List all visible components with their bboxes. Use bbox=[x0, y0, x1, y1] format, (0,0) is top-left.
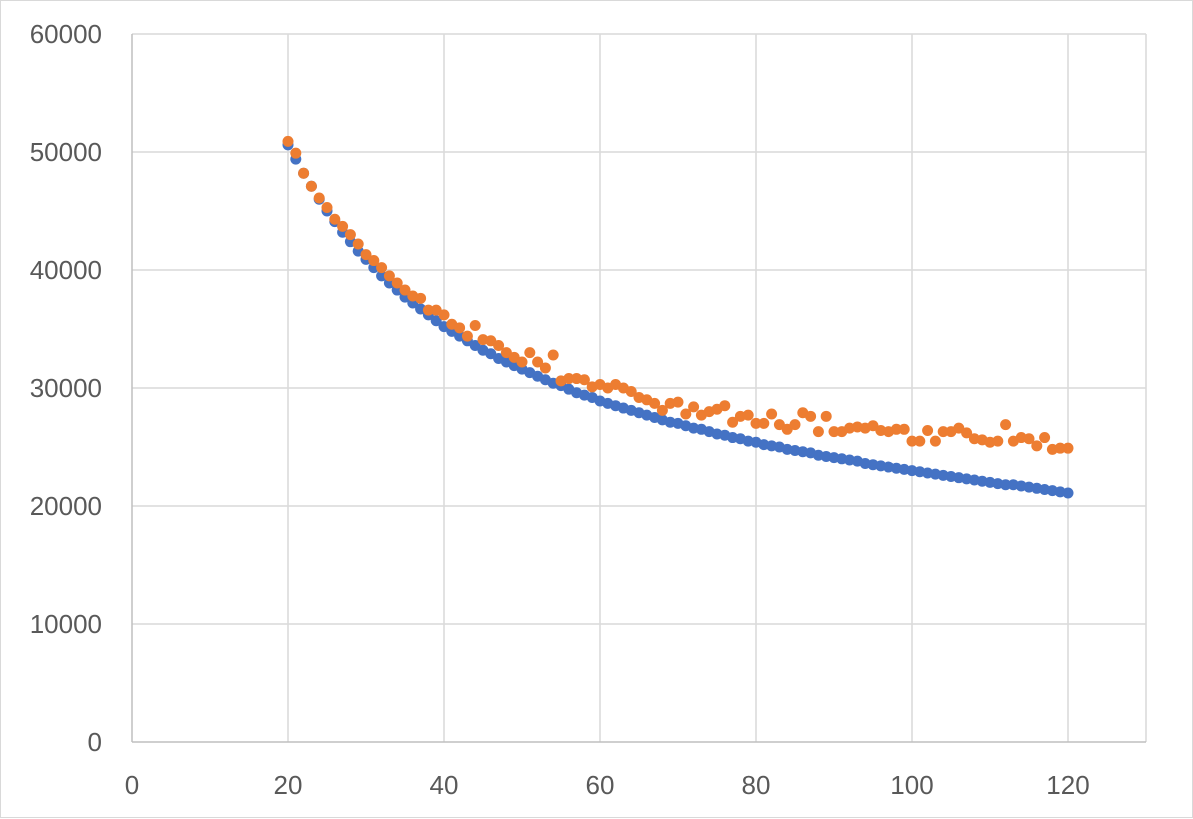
data-point bbox=[454, 322, 466, 334]
data-point bbox=[516, 356, 528, 368]
data-point bbox=[290, 147, 302, 159]
data-point bbox=[539, 362, 551, 374]
data-point bbox=[376, 270, 388, 282]
data-point bbox=[368, 255, 380, 267]
data-point bbox=[937, 426, 949, 438]
data-point bbox=[914, 435, 926, 447]
data-point bbox=[1062, 442, 1074, 454]
data-point bbox=[461, 330, 473, 342]
data-point bbox=[298, 167, 310, 179]
series-2 bbox=[282, 135, 1074, 455]
data-point bbox=[649, 397, 661, 409]
data-point bbox=[344, 229, 356, 241]
data-point bbox=[812, 426, 824, 438]
y-tick-label: 10000 bbox=[30, 609, 102, 639]
data-point bbox=[656, 404, 668, 416]
data-point bbox=[305, 180, 317, 192]
axes bbox=[131, 34, 1146, 743]
data-point bbox=[563, 373, 575, 385]
y-tick-label: 0 bbox=[88, 727, 102, 757]
x-tick-label: 60 bbox=[586, 770, 615, 800]
y-tick-label: 60000 bbox=[30, 19, 102, 49]
x-tick-label: 40 bbox=[430, 770, 459, 800]
data-point bbox=[1031, 440, 1043, 452]
data-point bbox=[922, 424, 934, 436]
data-point bbox=[282, 135, 294, 147]
data-point bbox=[961, 427, 973, 439]
data-point bbox=[1039, 432, 1051, 444]
x-tick-label: 80 bbox=[742, 770, 771, 800]
data-point bbox=[329, 213, 341, 225]
data-point bbox=[820, 410, 832, 422]
data-point bbox=[719, 400, 731, 412]
data-point bbox=[906, 435, 918, 447]
data-point bbox=[352, 238, 364, 250]
data-point bbox=[625, 386, 637, 398]
grid-lines bbox=[132, 33, 1147, 742]
data-point bbox=[1000, 419, 1012, 431]
y-tick-label: 50000 bbox=[30, 137, 102, 167]
data-point bbox=[898, 423, 910, 435]
data-point bbox=[789, 419, 801, 431]
data-point bbox=[1023, 433, 1035, 445]
data-point bbox=[758, 417, 770, 429]
data-point bbox=[578, 374, 590, 386]
x-tick-label: 100 bbox=[890, 770, 933, 800]
data-point bbox=[992, 435, 1004, 447]
data-point bbox=[469, 319, 481, 331]
data-point bbox=[383, 270, 395, 282]
data-point bbox=[438, 309, 450, 321]
data-point bbox=[337, 220, 349, 232]
data-point bbox=[399, 284, 411, 296]
data-point bbox=[1000, 479, 1012, 491]
data-point bbox=[422, 304, 434, 316]
series-1 bbox=[282, 139, 1074, 499]
x-tick-label: 20 bbox=[274, 770, 303, 800]
data-point bbox=[391, 277, 403, 289]
data-point bbox=[547, 349, 559, 361]
data-point bbox=[313, 192, 325, 204]
data-series bbox=[282, 135, 1074, 499]
data-point bbox=[524, 347, 536, 359]
data-point bbox=[415, 292, 427, 304]
data-point bbox=[688, 401, 700, 413]
x-tick-label: 0 bbox=[125, 770, 139, 800]
data-point bbox=[680, 408, 692, 420]
y-axis-tick-labels: 0 10000 20000 30000 40000 50000 60000 bbox=[30, 19, 102, 757]
data-point bbox=[727, 416, 739, 428]
data-point bbox=[750, 417, 762, 429]
x-axis-tick-labels: 0 20 40 60 80 100 120 bbox=[125, 770, 1090, 800]
y-tick-label: 40000 bbox=[30, 255, 102, 285]
y-tick-label: 30000 bbox=[30, 373, 102, 403]
data-point bbox=[1054, 442, 1066, 454]
data-point bbox=[890, 423, 902, 435]
data-point bbox=[766, 408, 778, 420]
y-tick-label: 20000 bbox=[30, 491, 102, 521]
data-point bbox=[1062, 487, 1074, 499]
data-point bbox=[321, 201, 333, 213]
data-point bbox=[929, 435, 941, 447]
data-point bbox=[376, 262, 388, 274]
data-point bbox=[805, 410, 817, 422]
data-point bbox=[532, 356, 544, 368]
data-point bbox=[828, 426, 840, 438]
data-point bbox=[360, 249, 372, 261]
data-point bbox=[493, 340, 505, 352]
x-tick-label: 120 bbox=[1046, 770, 1089, 800]
data-point bbox=[430, 315, 442, 327]
data-point bbox=[672, 396, 684, 408]
data-point bbox=[742, 409, 754, 421]
